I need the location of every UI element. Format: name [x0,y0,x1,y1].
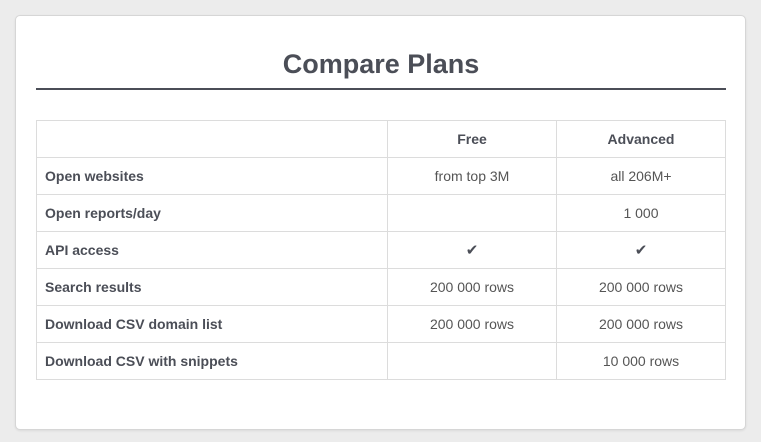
page-title: Compare Plans [282,49,480,79]
free-cell: 200 000 rows [387,305,557,343]
check-icon: ✔ [556,231,726,269]
feature-cell: Open reports/day [36,194,388,232]
feature-cell: Download CSV domain list [36,305,388,343]
table-row: Open websites from top 3M all 206M+ [36,157,726,195]
feature-cell: Search results [36,268,388,306]
feature-cell: API access [36,231,388,269]
table-row: Download CSV with snippets 10 000 rows [36,342,726,380]
header-feature [36,120,388,158]
header-free: Free [387,120,557,158]
table-header-row: Free Advanced [36,120,726,158]
advanced-cell: 200 000 rows [556,305,726,343]
advanced-cell: all 206M+ [556,157,726,195]
feature-cell: Download CSV with snippets [36,342,388,380]
free-cell [387,194,557,232]
feature-cell: Open websites [36,157,388,195]
table-row: Open reports/day 1 000 [36,194,726,232]
compare-plans-card: Compare Plans Free Advanced Open website… [15,15,746,430]
table-row: API access ✔ ✔ [36,231,726,269]
table-row: Search results 200 000 rows 200 000 rows [36,268,726,306]
header-advanced: Advanced [556,120,726,158]
title-divider [36,88,726,90]
table-row: Download CSV domain list 200 000 rows 200 … [36,305,726,343]
advanced-cell: 10 000 rows [556,342,726,380]
plans-table: Free Advanced Open websites from top 3M al… [36,120,726,380]
advanced-cell: 200 000 rows [556,268,726,306]
advanced-cell: 1 000 [556,194,726,232]
check-icon: ✔ [387,231,557,269]
free-cell: from top 3M [387,157,557,195]
free-cell [387,342,557,380]
free-cell: 200 000 rows [387,268,557,306]
